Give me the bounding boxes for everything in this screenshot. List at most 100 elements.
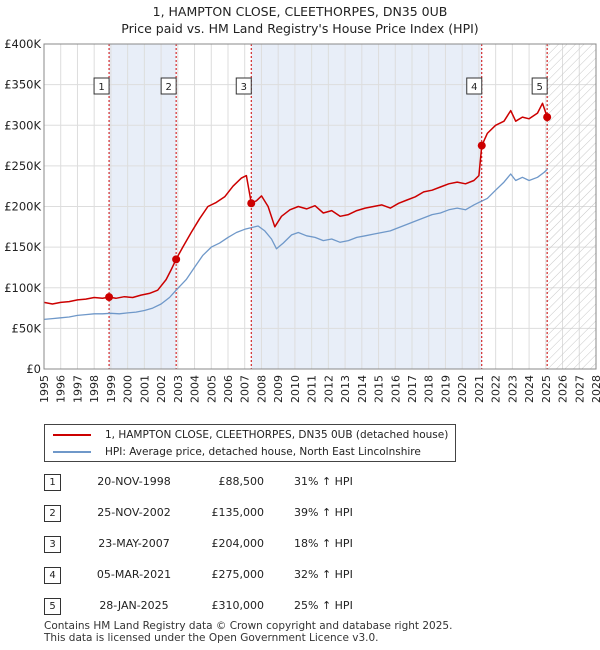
table-row: 2 25-NOV-2002 £135,000 39% ↑ HPI: [44, 503, 444, 523]
x-tick-label: 2016: [389, 375, 402, 403]
footer-copyright: Contains HM Land Registry data © Crown c…: [44, 620, 453, 632]
sale-point: [477, 141, 486, 150]
sale-point: [247, 199, 256, 208]
x-tick-label: 2010: [289, 375, 302, 403]
sale-label: 4: [471, 82, 477, 93]
transaction-hpi: 31% ↑ HPI: [294, 475, 353, 488]
x-tick-label: 2022: [490, 375, 503, 403]
legend-swatch-hpi: [53, 451, 91, 453]
y-tick-label: £400K: [4, 37, 41, 51]
x-tick-label: 2013: [339, 375, 352, 403]
x-tick-label: 2021: [473, 375, 486, 403]
x-tick-label: 2004: [189, 375, 202, 403]
future-hatch: [547, 44, 596, 369]
sale-label-box: [531, 77, 548, 95]
x-tick-label: 2014: [356, 375, 369, 403]
x-tick-label: 1995: [38, 375, 51, 403]
x-tick-label: 1996: [55, 375, 68, 403]
chart-title: 1, HAMPTON CLOSE, CLEETHORPES, DN35 0UB …: [0, 3, 600, 37]
transaction-hpi: 32% ↑ HPI: [294, 568, 353, 581]
x-tick-label: 2002: [155, 375, 168, 403]
x-tick-label: 2008: [255, 375, 268, 403]
legend-label-property: 1, HAMPTON CLOSE, CLEETHORPES, DN35 0UB …: [105, 429, 449, 441]
plot-frame: [43, 43, 597, 370]
x-tick-label: 2015: [373, 375, 386, 403]
x-tick-label: 2024: [523, 375, 536, 403]
sale-label-box: [93, 77, 110, 95]
legend-item-property: 1, HAMPTON CLOSE, CLEETHORPES, DN35 0UB …: [53, 427, 448, 443]
transaction-date: 25-NOV-2002: [97, 506, 171, 519]
sale-label: 1: [98, 82, 104, 93]
transaction-date: 20-NOV-1998: [97, 475, 171, 488]
legend-label-hpi: HPI: Average price, detached house, Nort…: [105, 446, 421, 458]
transaction-price: £310,000: [211, 599, 265, 612]
x-tick-label: 2011: [306, 375, 319, 403]
table-row: 5 28-JAN-2025 £310,000 25% ↑ HPI: [44, 596, 444, 616]
transaction-number: 4: [44, 567, 61, 584]
transaction-number: 1: [44, 474, 61, 491]
x-tick-label: 1997: [71, 375, 84, 403]
x-tick-label: 2000: [122, 375, 135, 403]
x-tick-label: 2006: [222, 375, 235, 403]
sale-label: 3: [241, 82, 247, 93]
transaction-date: 05-MAR-2021: [96, 568, 172, 581]
transaction-hpi: 39% ↑ HPI: [294, 506, 353, 519]
y-tick-label: £100K: [4, 281, 41, 295]
transaction-hpi: 25% ↑ HPI: [294, 599, 353, 612]
x-tick-label: 2005: [205, 375, 218, 403]
transaction-price: £204,000: [211, 537, 265, 550]
x-tick-label: 2017: [406, 375, 419, 403]
transaction-price: £88,500: [218, 475, 265, 488]
property-price-line: [43, 102, 548, 305]
table-row: 1 20-NOV-1998 £88,500 31% ↑ HPI: [44, 472, 444, 492]
x-tick-label: 2019: [439, 375, 452, 403]
x-tick-label: 1999: [105, 375, 118, 403]
table-row: 3 23-MAY-2007 £204,000 18% ↑ HPI: [44, 534, 444, 554]
y-tick-label: £250K: [4, 159, 41, 173]
transaction-date: 28-JAN-2025: [99, 599, 169, 612]
sale-label-box: [235, 77, 252, 95]
table-row: 4 05-MAR-2021 £275,000 32% ↑ HPI: [44, 565, 444, 585]
x-tick-label: 2012: [322, 375, 335, 403]
transaction-date: 23-MAY-2007: [98, 537, 170, 550]
x-tick-label: 1998: [88, 375, 101, 403]
sale-label: 2: [165, 82, 171, 93]
x-tick-label: 2003: [172, 375, 185, 403]
y-tick-label: £350K: [4, 78, 41, 92]
sale-label-box: [466, 77, 483, 95]
legend-swatch-property: [53, 434, 91, 436]
legend-item-hpi: HPI: Average price, detached house, Nort…: [53, 444, 421, 460]
x-tick-label: 2009: [272, 375, 285, 403]
x-tick-label: 2020: [456, 375, 469, 403]
y-tick-label: £200K: [4, 200, 41, 214]
footer: Contains HM Land Registry data © Crown c…: [44, 620, 452, 644]
transaction-number: 3: [44, 536, 61, 553]
x-tick-label: 2028: [590, 375, 600, 403]
transaction-price: £275,000: [211, 568, 265, 581]
x-tick-label: 2023: [506, 375, 519, 403]
sale-point: [105, 293, 114, 302]
transaction-number: 2: [44, 505, 61, 522]
y-tick-label: £50K: [12, 321, 42, 335]
x-tick-label: 2027: [573, 375, 586, 403]
x-tick-label: 2026: [557, 375, 570, 403]
y-tick-label: £150K: [4, 240, 41, 254]
title-line-2: Price paid vs. HM Land Registry's House …: [121, 21, 479, 36]
x-tick-label: 2018: [423, 375, 436, 403]
footer-license: This data is licensed under the Open Gov…: [44, 632, 379, 644]
sale-point: [543, 113, 552, 122]
chart-legend: 1, HAMPTON CLOSE, CLEETHORPES, DN35 0UB …: [44, 424, 456, 462]
transaction-hpi: 18% ↑ HPI: [294, 537, 353, 550]
sale-label: 5: [536, 82, 542, 93]
transaction-price: £135,000: [211, 506, 265, 519]
y-tick-label: £0: [26, 362, 41, 376]
sale-point: [172, 255, 181, 264]
x-tick-label: 2025: [540, 375, 553, 403]
sale-label-box: [160, 77, 177, 95]
hpi-line: [43, 168, 548, 321]
y-tick-label: £300K: [4, 118, 41, 132]
title-line-1: 1, HAMPTON CLOSE, CLEETHORPES, DN35 0UB: [152, 4, 448, 19]
transaction-number: 5: [44, 598, 61, 615]
x-tick-label: 2007: [239, 375, 252, 403]
